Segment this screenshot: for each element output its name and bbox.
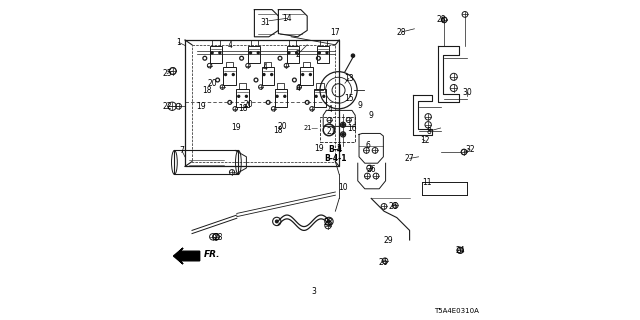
Bar <box>275 89 287 107</box>
Bar <box>278 84 285 89</box>
Bar <box>301 68 312 85</box>
Text: B-4: B-4 <box>328 145 342 154</box>
Text: 8: 8 <box>426 127 431 136</box>
Bar <box>226 61 233 68</box>
Text: 2: 2 <box>295 50 300 59</box>
Text: 12: 12 <box>420 136 429 145</box>
Bar <box>303 61 310 68</box>
Text: 4: 4 <box>262 63 268 72</box>
Circle shape <box>250 52 252 54</box>
Text: 23: 23 <box>323 218 333 227</box>
Text: 11: 11 <box>422 178 432 187</box>
Circle shape <box>232 74 234 76</box>
Text: 9: 9 <box>358 101 362 110</box>
Bar <box>320 117 355 142</box>
Circle shape <box>211 52 213 54</box>
Circle shape <box>238 95 240 97</box>
Text: 16: 16 <box>347 124 357 133</box>
Circle shape <box>319 52 321 54</box>
Circle shape <box>275 220 278 223</box>
Text: 18: 18 <box>203 86 212 95</box>
Circle shape <box>328 220 330 223</box>
Circle shape <box>342 133 344 136</box>
Circle shape <box>225 74 227 76</box>
Text: 25: 25 <box>162 69 172 78</box>
Text: 30: 30 <box>462 88 472 97</box>
Text: 3: 3 <box>311 287 316 296</box>
Circle shape <box>284 95 285 97</box>
Circle shape <box>315 95 317 97</box>
Text: 19: 19 <box>314 144 324 153</box>
Bar <box>237 89 249 107</box>
Circle shape <box>257 52 259 54</box>
Text: 23: 23 <box>214 233 223 242</box>
Text: 24: 24 <box>455 246 465 255</box>
Circle shape <box>342 124 344 126</box>
Circle shape <box>323 95 325 97</box>
Bar <box>239 84 246 89</box>
Text: 18: 18 <box>239 104 248 113</box>
Text: 4: 4 <box>295 84 300 93</box>
Circle shape <box>302 74 304 76</box>
Bar <box>251 40 258 46</box>
Text: 7: 7 <box>179 146 184 155</box>
Text: 10: 10 <box>338 183 348 192</box>
Bar <box>262 68 274 85</box>
Circle shape <box>326 52 328 54</box>
Text: 26: 26 <box>388 202 399 211</box>
Text: 20: 20 <box>208 79 218 88</box>
Text: 17: 17 <box>330 28 340 36</box>
Text: 15: 15 <box>344 94 354 103</box>
Circle shape <box>276 95 278 97</box>
Text: 26: 26 <box>366 165 376 174</box>
Text: FR.: FR. <box>204 250 220 259</box>
Text: 5: 5 <box>337 144 342 153</box>
Bar <box>317 46 330 63</box>
Text: 20: 20 <box>243 100 253 109</box>
Bar <box>223 68 236 85</box>
Text: 28: 28 <box>397 28 406 36</box>
Bar <box>320 40 327 46</box>
Polygon shape <box>173 248 200 264</box>
Bar <box>212 40 220 46</box>
Text: 20: 20 <box>278 122 287 131</box>
Text: 6: 6 <box>365 141 371 150</box>
Text: 9: 9 <box>369 111 374 120</box>
Circle shape <box>246 95 248 97</box>
Circle shape <box>288 52 290 54</box>
Text: 4: 4 <box>228 41 233 50</box>
Text: 31: 31 <box>260 18 270 27</box>
Bar <box>317 84 324 89</box>
Circle shape <box>351 54 355 57</box>
Circle shape <box>310 74 311 76</box>
Bar <box>174 150 239 174</box>
Text: 26: 26 <box>378 258 388 267</box>
Bar <box>264 61 271 68</box>
Text: 4: 4 <box>327 105 332 114</box>
Text: 27: 27 <box>404 154 415 163</box>
Text: 18: 18 <box>273 126 282 135</box>
Text: 28: 28 <box>437 15 446 24</box>
Bar <box>210 46 222 63</box>
Text: 13: 13 <box>344 74 354 83</box>
Bar <box>314 89 326 107</box>
Text: 19: 19 <box>196 102 206 111</box>
Bar <box>248 46 260 63</box>
Text: T5A4E0310A: T5A4E0310A <box>435 308 479 314</box>
Text: 14: 14 <box>282 14 292 23</box>
Text: 19: 19 <box>231 123 241 132</box>
Circle shape <box>219 52 221 54</box>
Circle shape <box>271 74 273 76</box>
Text: 21: 21 <box>326 127 336 136</box>
Text: 1: 1 <box>176 38 181 47</box>
Circle shape <box>296 52 298 54</box>
Bar <box>289 40 296 46</box>
Text: B-4-1: B-4-1 <box>324 154 347 163</box>
Text: 22: 22 <box>163 102 172 111</box>
Circle shape <box>263 74 265 76</box>
Text: 29: 29 <box>384 236 394 245</box>
Text: 21—: 21— <box>303 125 319 131</box>
Text: 32: 32 <box>465 145 475 154</box>
Bar <box>287 46 299 63</box>
